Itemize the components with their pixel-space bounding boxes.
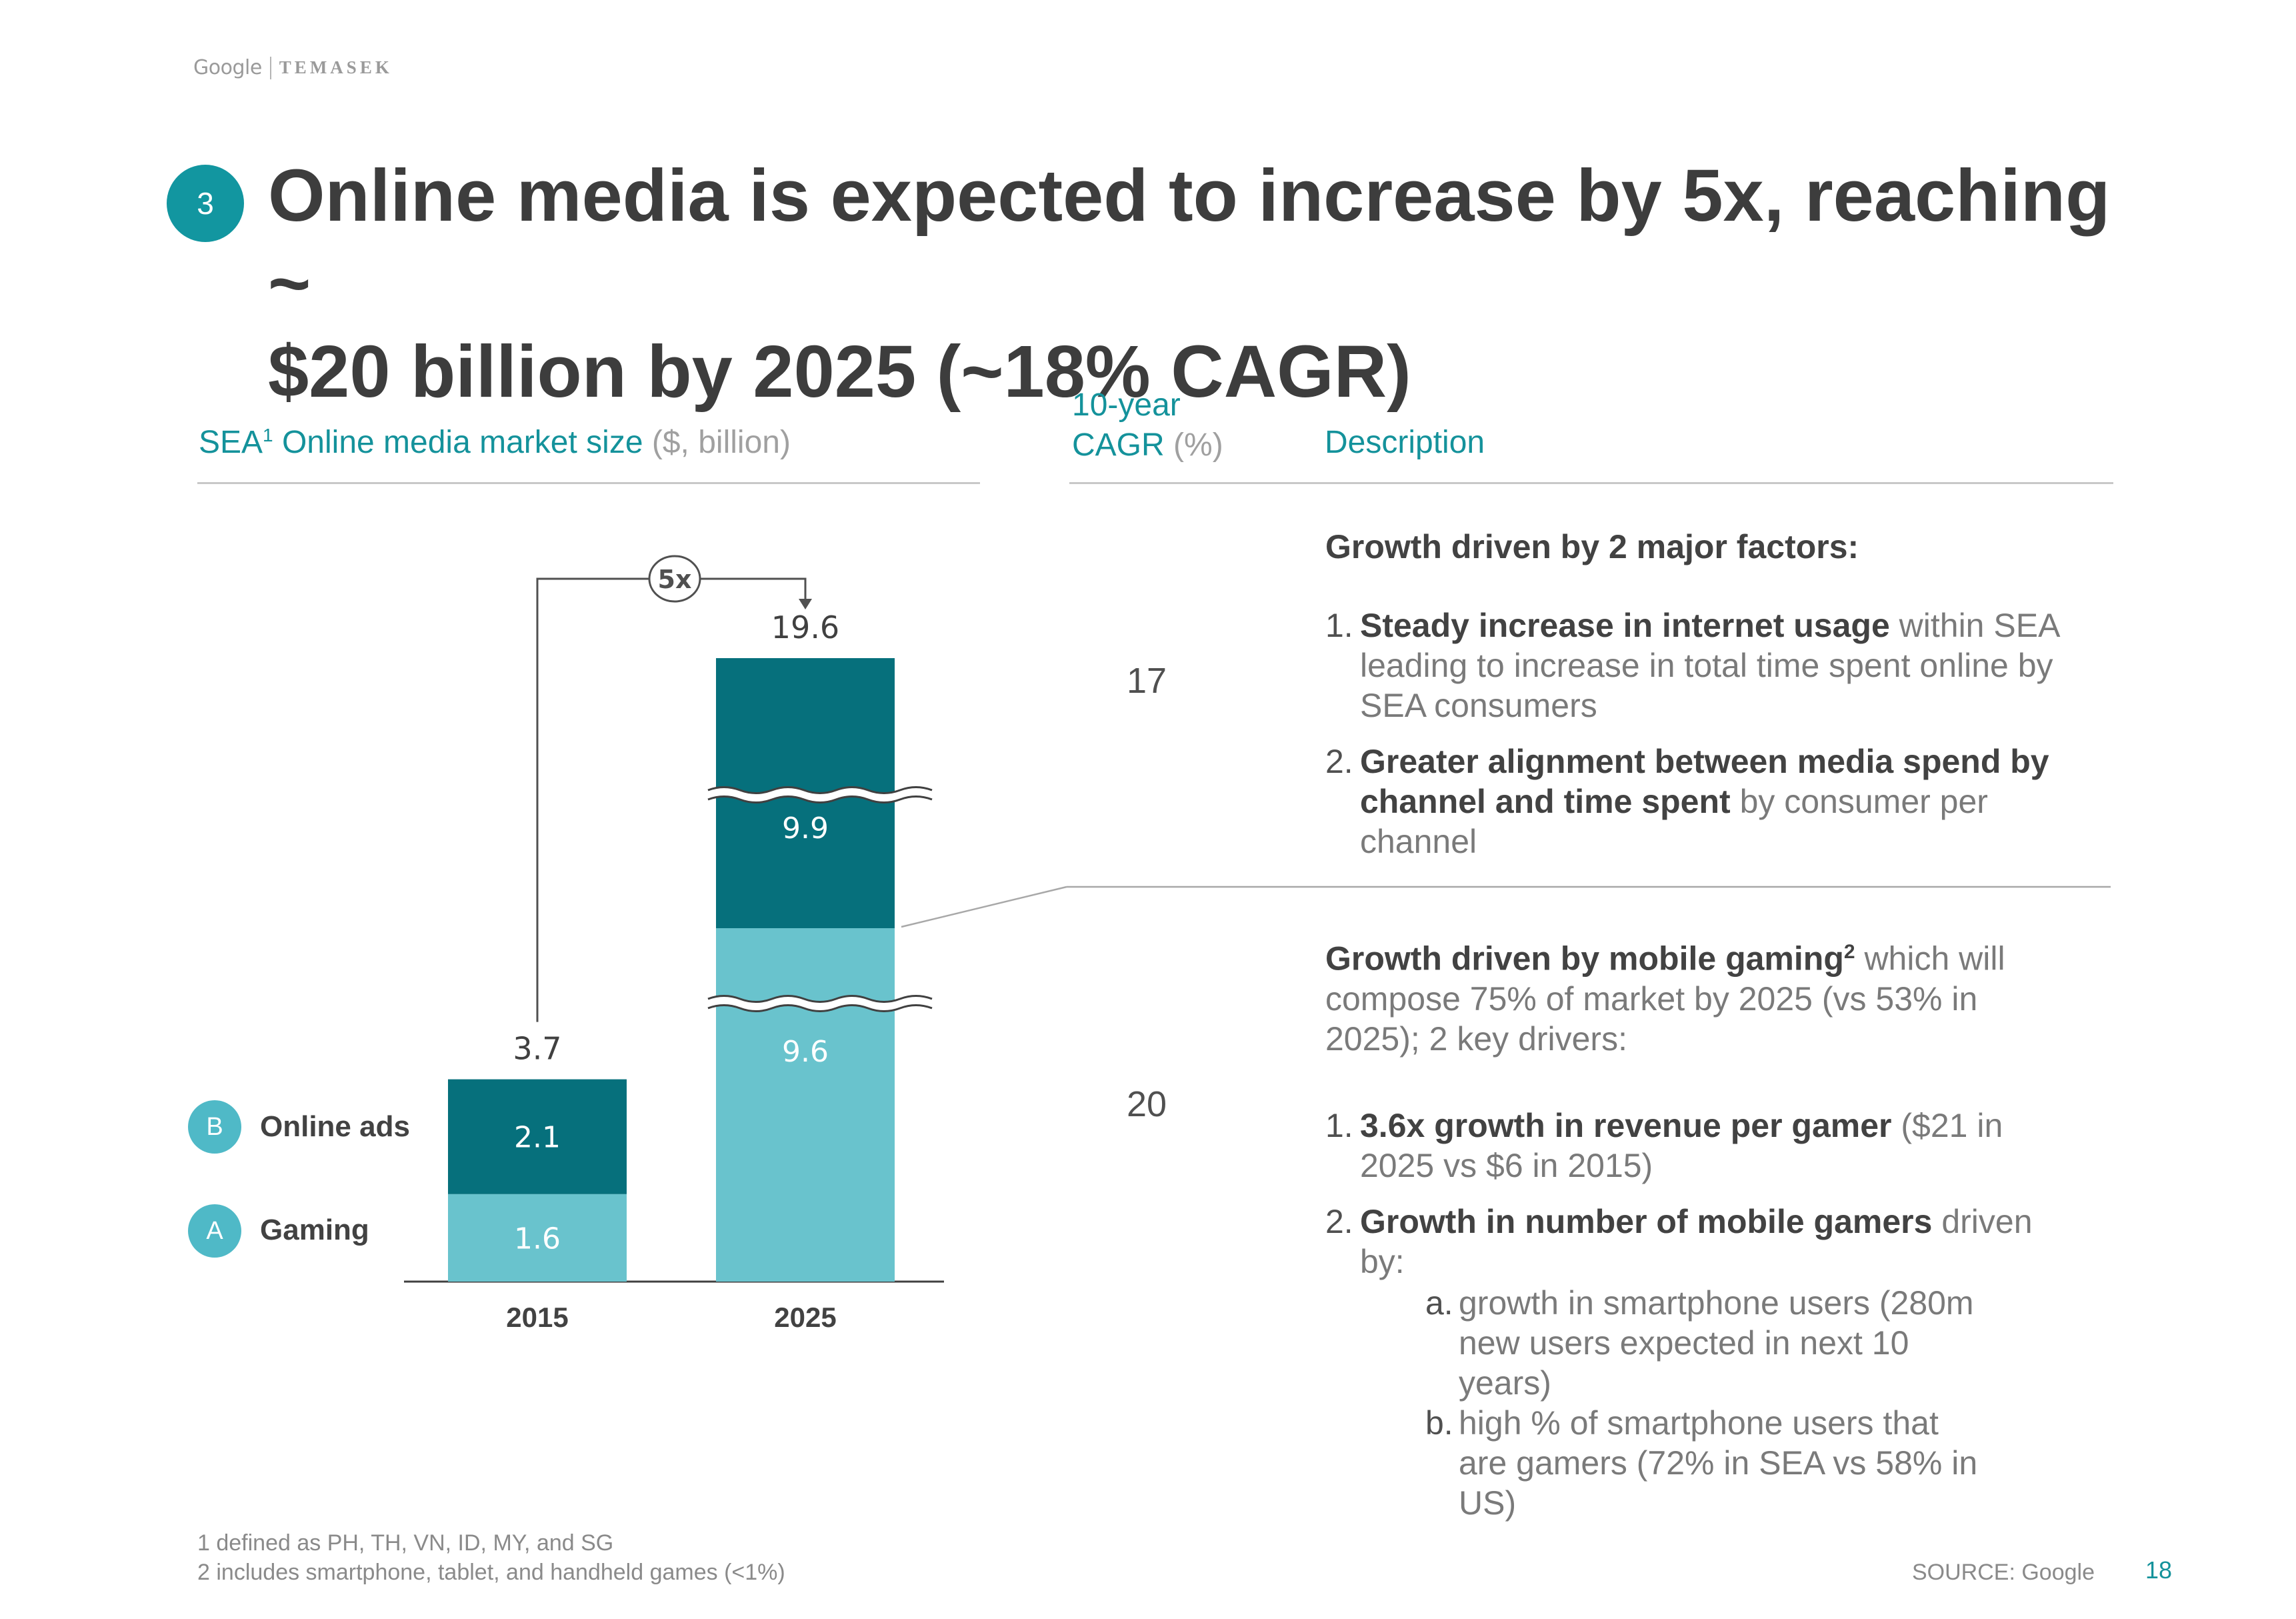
logo-divider	[269, 56, 271, 79]
title-line-2: $20 billion by 2025 (~18% CAGR)	[268, 331, 1411, 413]
cagr-online-ads: 17	[1127, 661, 1167, 701]
ads-heading: Growth driven by 2 major factors:	[1325, 528, 1859, 565]
list-item: 2. Greater alignment between media spend…	[1325, 743, 2049, 860]
google-logo: Google	[193, 56, 262, 79]
growth-arrowhead	[799, 599, 812, 609]
axis-break-gap	[706, 787, 934, 803]
chart-header-unit: ($, billion)	[651, 425, 791, 460]
description-online-ads: Growth driven by 2 major factors: 1. Ste…	[1325, 527, 2092, 862]
axis-break-line	[707, 786, 933, 794]
legend-badge-a: A	[188, 1204, 241, 1258]
axis-break-gap	[706, 996, 934, 1012]
cagr-gaming: 20	[1127, 1084, 1167, 1124]
bar-online-ads-2015	[448, 1079, 627, 1194]
bar-gaming-2015	[448, 1194, 627, 1282]
legend-gaming: Gaming	[260, 1214, 369, 1246]
multiplier-bubble	[648, 555, 701, 603]
sub-list-item: b. high % of smartphone users that are g…	[1425, 1404, 1978, 1522]
cagr-header-line1: 10-year	[1072, 387, 1181, 423]
legend-badge-b: B	[188, 1100, 241, 1154]
axis-break-line	[707, 795, 933, 803]
list-item: 2. Growth in number of mobile gamers dri…	[1325, 1202, 2033, 1280]
title-line-1: Online media is expected to increase by …	[268, 155, 2111, 325]
chart-header-sea: SEA	[199, 425, 263, 460]
connector-line	[901, 886, 1067, 928]
chart-header-rule	[197, 482, 980, 484]
footnote-1: 1 defined as PH, TH, VN, ID, MY, and SG	[197, 1530, 614, 1556]
bar-gaming-2025	[716, 928, 895, 1282]
page-number: 18	[2145, 1556, 2173, 1584]
data-label-gaming-2025: 9.6	[782, 1035, 829, 1069]
page-title: Online media is expected to increase by …	[268, 152, 2135, 416]
total-label-2025: 19.6	[771, 609, 839, 645]
right-header-rule	[1069, 482, 2113, 484]
description-gaming: Growth driven by mobile gaming2 which wi…	[1325, 932, 2059, 1523]
cagr-header-line2: CAGR	[1072, 427, 1165, 463]
footnotes: 1 defined as PH, TH, VN, ID, MY, and SG …	[197, 1528, 785, 1587]
description-header: Description	[1325, 425, 1485, 460]
chart-header-main: Online media market size	[281, 425, 643, 460]
axis-break-line	[707, 995, 933, 1003]
footnote-2: 2 includes smartphone, tablet, and handh…	[197, 1560, 785, 1585]
chart-header-footnote-ref: 1	[263, 425, 273, 445]
legend-online-ads: Online ads	[260, 1110, 410, 1143]
x-tick-label-2025: 2025	[774, 1302, 836, 1333]
sub-list-item: a. growth in smartphone users (280m new …	[1425, 1284, 1974, 1402]
total-label-2015: 3.7	[513, 1031, 561, 1067]
temasek-logo: TEMASEK	[279, 57, 393, 77]
data-label-gaming-2015: 1.6	[514, 1222, 561, 1256]
cagr-header-unit: (%)	[1173, 427, 1223, 463]
x-tick-label-2015: 2015	[506, 1302, 568, 1333]
data-label-online-ads-2025: 9.9	[782, 812, 829, 846]
data-label-online-ads-2015: 2.1	[514, 1121, 561, 1155]
section-number-badge: 3	[167, 165, 244, 242]
source: SOURCE: Google	[1912, 1560, 2095, 1585]
logo: Google TEMASEK	[193, 56, 393, 79]
list-item: 1. Steady increase in internet usage wit…	[1325, 607, 2059, 724]
multiplier-label: 5x	[658, 565, 692, 594]
axis-break-line	[707, 1004, 933, 1012]
chart-header: SEA1 Online media market size ($, billio…	[199, 424, 791, 461]
list-item: 1. 3.6x growth in revenue per gamer ($21…	[1325, 1106, 2003, 1184]
cagr-header: 10-year CAGR (%)	[1072, 385, 1223, 465]
